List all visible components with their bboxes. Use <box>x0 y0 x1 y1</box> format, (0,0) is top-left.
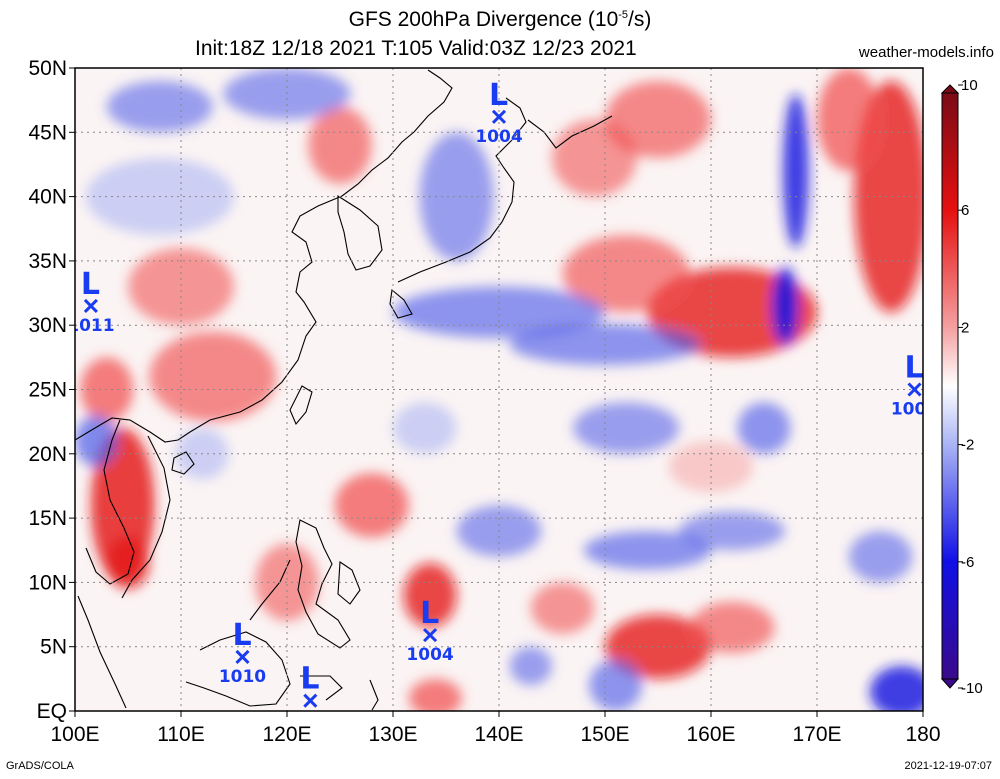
colorbar-bottom-cap <box>940 678 960 689</box>
low-letter: L <box>232 618 251 653</box>
divergence-feature <box>128 248 234 326</box>
lat-tick-label: 10N <box>28 571 67 594</box>
low-letter: L <box>420 596 439 631</box>
colorbar-tick-label: -6 <box>961 554 974 571</box>
pressure-value: 1004 <box>475 127 522 147</box>
divergence-feature <box>772 267 798 345</box>
divergence-feature <box>408 678 462 711</box>
colorbar-gradient <box>941 92 959 680</box>
lat-lon-grid <box>75 68 923 711</box>
divergence-feature <box>419 132 494 261</box>
lat-tick-label: 25N <box>28 379 67 402</box>
low-pressure-center: L 1010 <box>219 618 267 687</box>
divergence-feature <box>562 235 690 313</box>
low-letter: L <box>81 267 100 302</box>
center-marker <box>83 298 98 313</box>
low-letter: L <box>905 351 924 386</box>
colorbar-tick-label: -2 <box>961 437 974 454</box>
divergence-feature <box>75 415 118 467</box>
divergence-feature <box>817 68 881 171</box>
divergence-feature <box>393 402 457 454</box>
low-letter: L <box>300 662 319 697</box>
longitude-axis: 100E 110E 120E 130E 140E 150E 160E 170E 180 <box>50 711 941 746</box>
divergence-feature <box>783 93 809 249</box>
divergence-feature <box>605 80 711 159</box>
lat-tick-label: 35N <box>28 250 67 273</box>
divergence-feature <box>106 80 213 133</box>
divergence-feature <box>583 530 712 570</box>
center-marker <box>303 693 318 708</box>
lon-tick-label: 170E <box>792 723 841 746</box>
lon-tick-label: 180 <box>905 723 940 746</box>
colorbar: 10 6 2 -2 -6 -10 <box>940 77 983 697</box>
lat-tick-label: 50N <box>28 57 67 80</box>
lat-tick-label: 40N <box>28 186 67 209</box>
low-pressure-center: L 1011 <box>67 267 115 336</box>
colorbar-tick-label: -10 <box>961 680 983 697</box>
low-pressure-center: L 1004 <box>406 596 454 665</box>
divergence-feature <box>589 659 643 711</box>
center-marker <box>235 649 250 665</box>
divergence-feature <box>403 563 457 628</box>
divergence-feature <box>848 530 913 583</box>
divergence-feature <box>689 601 775 654</box>
coastlines <box>75 69 613 711</box>
divergence-feature <box>573 402 680 454</box>
pressure-value: 1005 <box>891 400 938 420</box>
lon-tick-label: 120E <box>262 723 311 746</box>
center-marker <box>423 628 438 643</box>
pressure-value: 1011 <box>67 316 114 336</box>
lat-tick-label: 5N <box>40 636 67 659</box>
pressure-value: 1010 <box>219 667 266 687</box>
lat-tick-label: 30N <box>28 314 67 337</box>
lon-tick-label: 140E <box>474 723 523 746</box>
colorbar-tick-label: 6 <box>961 202 969 219</box>
timestamp-credit: 2021-12-19-07:07 <box>904 760 992 772</box>
chart-subtitle: Init:18Z 12/18 2021 T:105 Valid:03Z 12/2… <box>195 37 637 60</box>
colorbar-top-cap <box>940 84 960 94</box>
lat-tick-label: 20N <box>28 443 67 466</box>
site-credit: weather-models.info <box>858 44 994 61</box>
divergence-feature <box>530 582 595 634</box>
lon-tick-label: 130E <box>368 723 417 746</box>
center-marker <box>491 109 507 124</box>
low-pressure-center: L 1004 <box>475 78 523 147</box>
divergence-feature <box>552 119 637 197</box>
center-marker <box>907 382 922 397</box>
lat-tick-label: EQ <box>37 700 67 723</box>
divergence-feature <box>668 440 754 493</box>
divergence-feature <box>737 402 791 454</box>
colorbar-tick-label: 10 <box>961 77 978 94</box>
lat-tick-label: 45N <box>28 121 67 144</box>
lon-tick-label: 160E <box>686 723 735 746</box>
low-pressure-center: L 1005 <box>891 351 938 420</box>
chart-title: GFS 200hPa Divergence (10-5/s) <box>348 8 652 31</box>
colorbar-tick-label: 2 <box>961 319 969 336</box>
divergence-feature <box>334 473 409 538</box>
divergence-feature <box>149 331 277 422</box>
lat-tick-label: 15N <box>28 507 67 530</box>
grads-credit: GrADS/COLA <box>6 760 74 772</box>
divergence-feature <box>509 646 552 686</box>
divergence-feature <box>679 511 786 551</box>
divergence-feature <box>106 537 150 589</box>
lon-tick-label: 150E <box>580 723 629 746</box>
lon-tick-label: 110E <box>157 723 205 746</box>
divergence-feature <box>393 286 605 339</box>
divergence-feature <box>308 106 372 184</box>
latitude-axis: 50N 45N 40N 35N 30N 25N 20N 15N 10N 5N EQ <box>28 57 75 723</box>
low-letter: L <box>489 78 508 113</box>
lon-tick-label: 100E <box>50 723 99 746</box>
pressure-value: 1004 <box>406 645 453 665</box>
colorbar-labels: 10 6 2 -2 -6 -10 <box>958 77 983 697</box>
divergence-feature <box>870 665 923 711</box>
